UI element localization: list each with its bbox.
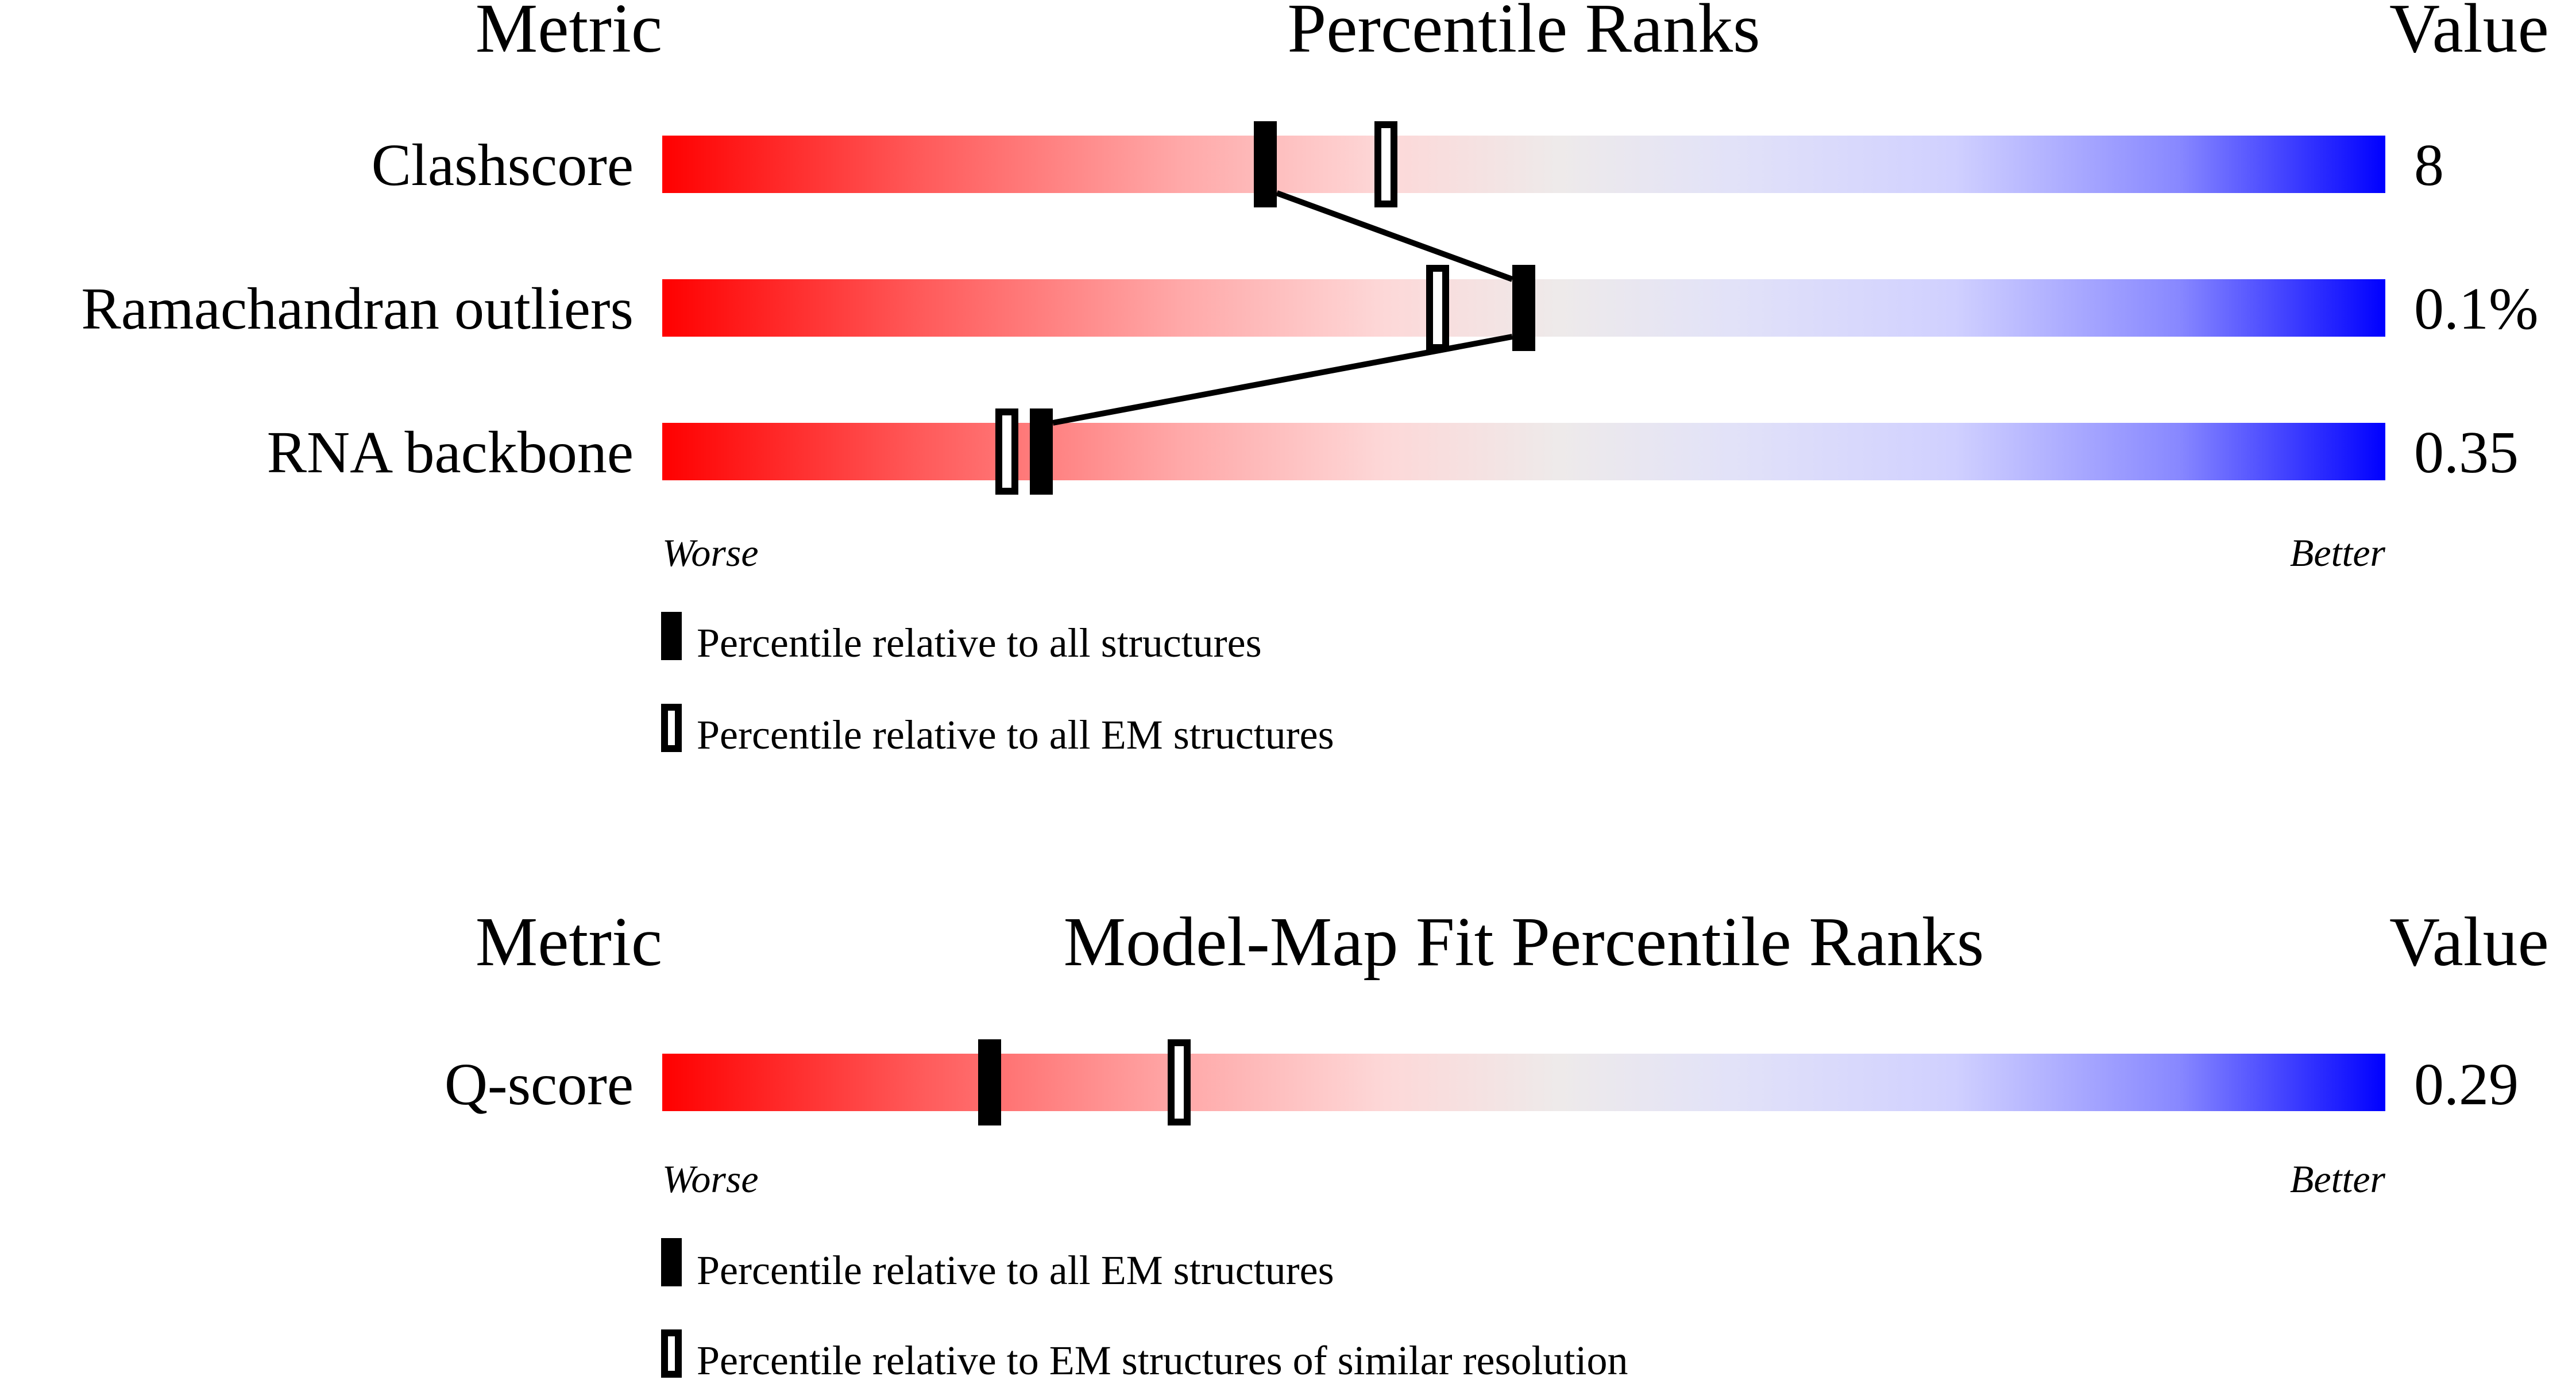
slider-bar <box>662 136 2385 193</box>
connector-line <box>1052 334 1513 426</box>
filled-percentile-marker <box>1254 121 1277 207</box>
chart-title: Percentile Ranks <box>1287 0 1760 67</box>
filled-percentile-marker <box>1512 265 1535 351</box>
row-label: Q-score <box>445 1051 634 1117</box>
legend-filled-label: Percentile relative to all EM structures <box>697 1247 1334 1293</box>
slider-bars <box>662 1039 2385 1125</box>
filled-percentile-marker <box>978 1039 1001 1125</box>
legend-open-label: Percentile relative to EM structures of … <box>697 1337 1628 1380</box>
better-label: Better <box>2290 1157 2386 1201</box>
metric-header: Metric <box>476 0 662 67</box>
row-value: 0.29 <box>2414 1051 2519 1117</box>
value-header: Value <box>2389 0 2549 67</box>
legend-filled-marker <box>661 612 682 660</box>
open-percentile-marker <box>1426 265 1449 351</box>
row-label: Ramachandran outliers <box>81 276 634 342</box>
validation-panel: Metric Percentile Ranks Value Clashscore… <box>81 0 2548 758</box>
legend-filled-label: Percentile relative to all structures <box>697 620 1262 666</box>
better-label: Better <box>2290 531 2386 575</box>
connector-line <box>1276 190 1513 282</box>
legend-open-marker <box>661 1329 682 1378</box>
row-value: 0.1% <box>2414 276 2539 342</box>
row-value: 8 <box>2414 132 2444 198</box>
legend-open-label: Percentile relative to all EM structures <box>697 712 1334 758</box>
worse-label: Worse <box>662 531 759 575</box>
model-map-fit-panel: Metric Model-Map Fit Percentile Ranks Va… <box>445 903 2549 1380</box>
worse-label: Worse <box>662 1157 759 1201</box>
slider-bar <box>662 1054 2385 1111</box>
value-header: Value <box>2389 903 2549 981</box>
row-label: Clashscore <box>372 132 634 198</box>
legend-filled-marker <box>661 1238 682 1286</box>
slider-bars <box>662 121 2385 495</box>
open-percentile-marker <box>995 408 1018 495</box>
open-percentile-marker <box>1168 1039 1191 1125</box>
metric-header: Metric <box>476 903 662 981</box>
chart-title: Model-Map Fit Percentile Ranks <box>1064 903 1984 981</box>
open-percentile-marker <box>1374 121 1397 207</box>
legend-open-marker <box>661 704 682 752</box>
row-value: 0.35 <box>2414 419 2519 485</box>
slider-bar <box>662 423 2385 480</box>
row-label: RNA backbone <box>267 419 634 485</box>
filled-percentile-marker <box>1030 408 1053 495</box>
